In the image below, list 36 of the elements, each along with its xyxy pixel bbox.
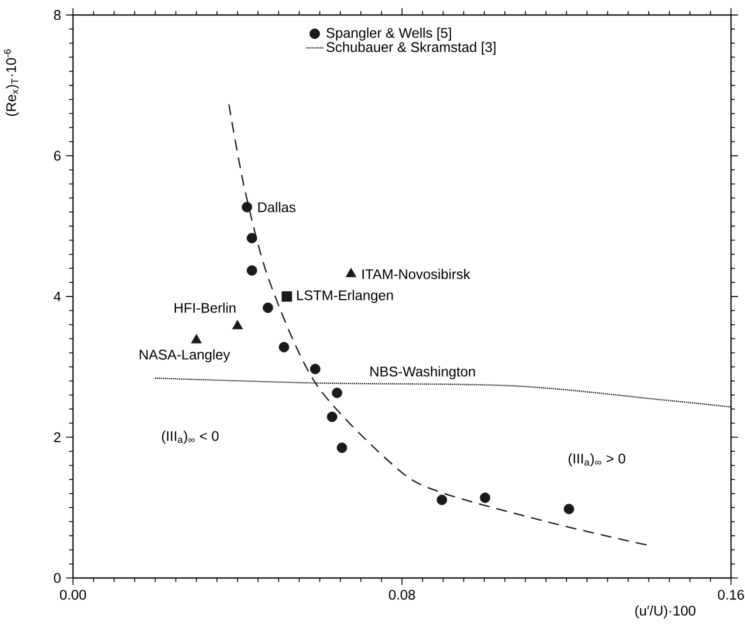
point <box>242 202 252 212</box>
annotation: (III$_{a}$)$_{∞}$ < 0 <box>162 430 219 444</box>
point <box>262 302 274 313</box>
annotation: ITAM-Novosibirsk <box>362 268 470 280</box>
point <box>480 492 490 503</box>
point <box>346 268 356 278</box>
x-tick-label: 0.16 <box>718 590 744 600</box>
point <box>436 494 448 506</box>
point <box>336 442 348 453</box>
x-tick-label: 0.00 <box>60 590 86 600</box>
x-tick-label: 0.08 <box>388 590 415 600</box>
point <box>246 265 258 276</box>
point <box>332 388 342 398</box>
annotation: (III$_{a}$)$_{∞}$ > 0 <box>568 453 626 466</box>
annotation: LSTM-Erlangen <box>297 290 393 303</box>
annotation: NASA-Langley <box>140 349 230 362</box>
y-tick-label: 6 <box>54 150 61 161</box>
point <box>232 320 243 330</box>
annotation: NBS-Washington <box>370 366 475 380</box>
legend-label: Schubauer & Skramstad [3] <box>326 42 496 55</box>
point <box>190 334 202 344</box>
point <box>246 232 258 244</box>
y-tick-label: 8 <box>54 10 61 20</box>
y-tick-label: 0 <box>54 573 61 583</box>
point <box>282 291 292 302</box>
point <box>278 342 290 352</box>
y-axis-title: (Re$_{x}$)$_{T}$·10$^{-6}$ <box>4 49 19 116</box>
x-axis-title: (u′/U)·100 <box>635 605 696 618</box>
annotation: HFI-Berlin <box>174 302 236 313</box>
point <box>564 504 574 514</box>
y-tick-label: 4 <box>54 292 61 302</box>
point <box>310 364 320 374</box>
point <box>326 412 338 422</box>
annotation: Dallas <box>258 202 296 212</box>
y-tick-label: 2 <box>54 432 60 442</box>
legend-label: Spangler & Wells [5] <box>326 28 451 41</box>
